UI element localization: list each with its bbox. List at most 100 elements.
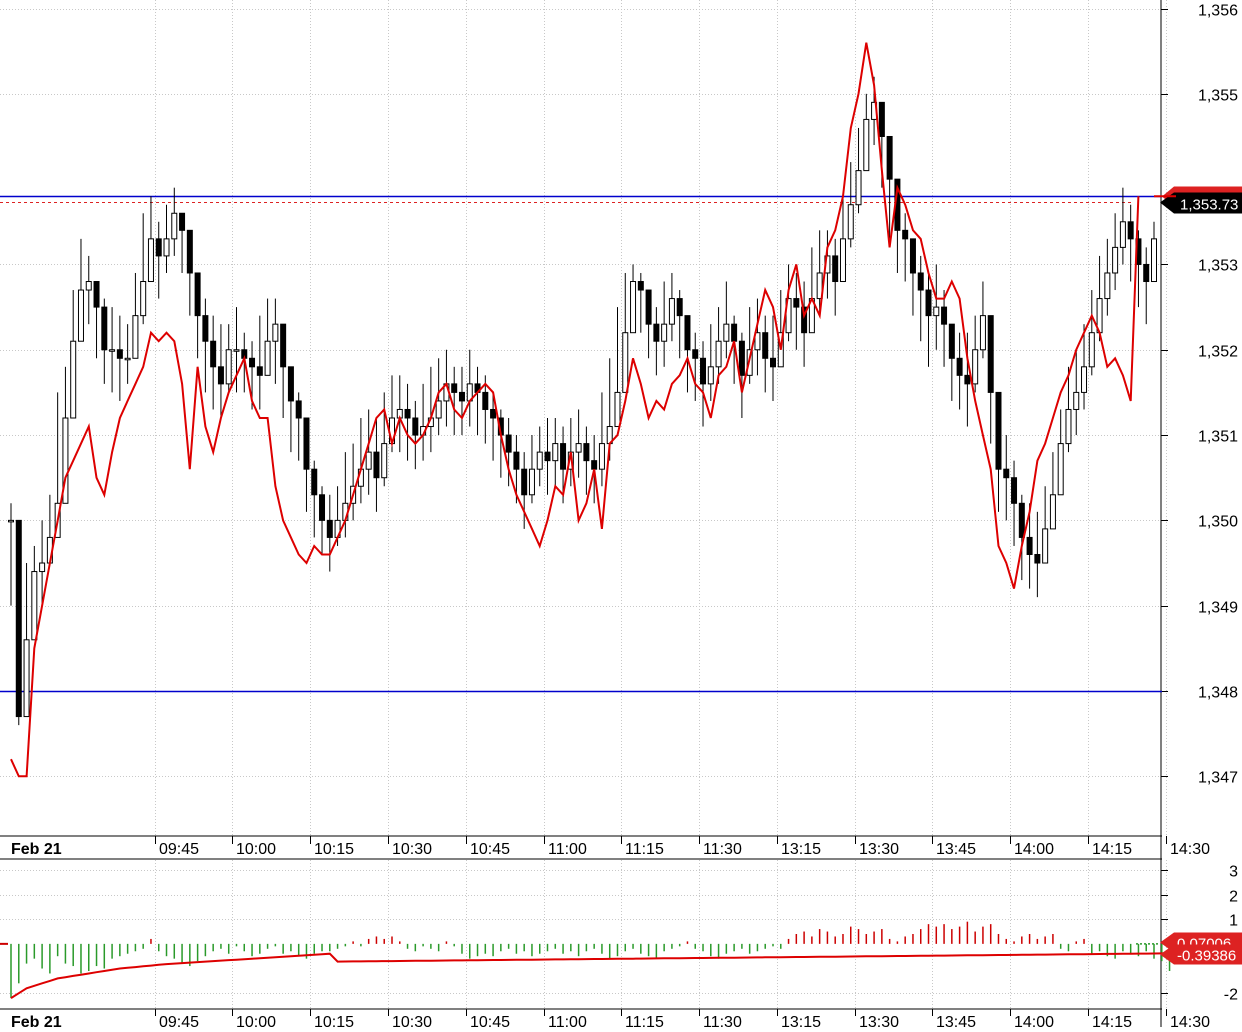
lower-y-tick-label: 3 [1229,864,1238,881]
candle-body [194,272,201,317]
last-price-tag-arrow [1160,192,1174,214]
lower-x-tick-label: 11:30 [703,1014,742,1027]
candle-body [933,306,940,317]
candle-body [93,281,100,308]
candle-body [1034,553,1041,564]
candle-body [1042,528,1049,564]
oscillator-value-tag [1174,944,1242,965]
candle-body [598,443,605,470]
main-y-tick-label: 1,351 [1198,429,1238,446]
lower-x-tick-label: 11:00 [548,1014,587,1027]
main-y-tick-label: 1,347 [1198,770,1238,787]
lower-x-tick-label: 13:30 [859,1014,899,1027]
candle-body [210,340,217,368]
candle-body [101,306,108,351]
candle-body [583,443,590,462]
candle-body [536,451,543,470]
candle-body [233,349,240,352]
lower-y-tick-label: -2 [1224,987,1238,1004]
main-x-tick-label: 13:45 [936,841,976,858]
candle-body [140,281,147,317]
candle-body [1026,536,1033,555]
candle-body [707,366,714,385]
candle-body [544,451,551,462]
candle-body [435,400,442,419]
main-x-tick-label: 14:00 [1014,841,1054,858]
candle-body [653,323,660,342]
main-y-tick-label: 1,356 [1198,3,1238,20]
candle-body [39,562,46,573]
main-x-tick-label: Feb 21 [11,841,62,858]
candle-body [1057,443,1064,496]
candle-body [186,229,193,274]
candle-body [645,289,652,325]
candle-body [886,135,893,180]
candle-body [917,272,924,291]
lower-x-tick-label: 11:15 [625,1014,664,1027]
candle-body [956,357,963,376]
candle-body [941,306,948,325]
candle-body [326,519,333,538]
candle-body [124,357,131,361]
lower-y-tick-label: 1 [1229,913,1238,930]
candle-body [132,315,139,359]
candle-body [754,332,761,351]
lower-x-tick-label: 13:15 [781,1014,821,1027]
candle-body [505,434,512,453]
candle-body [451,383,458,393]
candle-body [668,298,675,325]
candle-body [731,323,738,342]
candle-body [264,340,271,376]
candle-body [179,212,186,231]
candle-body [381,443,388,479]
candle-body [637,281,644,291]
candle-body [272,323,279,342]
price-line-series [10,42,1140,778]
lower-x-tick-label: 10:00 [236,1014,276,1027]
candle-body [878,101,885,137]
candle-body [614,391,621,428]
candle-body [404,408,411,419]
lower-x-tick-label: 10:45 [470,1014,510,1027]
candle-body [513,451,520,470]
candle-body [163,238,170,257]
lower-x-tick-label: Feb 21 [11,1014,62,1027]
candle-body [225,349,232,385]
candle-body [715,340,722,368]
main-x-tick-label: 11:00 [548,841,587,858]
candle-body [373,451,380,479]
candle-body [738,340,745,376]
lower-y-tick-label: 2 [1229,889,1238,906]
candle-body [23,639,30,718]
candle-body [62,417,69,504]
oscillator-signal-line [10,952,1178,999]
candle-body [964,374,971,385]
candle-body [31,571,38,641]
main-x-tick-label: 10:15 [314,841,354,858]
lower-x-tick-label: 10:30 [392,1014,432,1027]
candle-body [15,519,22,718]
candle-body [521,468,528,496]
lower-x-tick-label: 13:45 [936,1014,976,1027]
main-x-tick-label: 10:00 [236,841,276,858]
candle-body [972,349,979,385]
candle-body [684,315,691,351]
candle-body [116,349,123,359]
candle-body [987,315,994,393]
candle-body [591,460,598,470]
lower-x-tick-label: 14:30 [1170,1014,1210,1027]
candle-body [948,323,955,359]
candle-body [700,357,707,385]
lower-x-tick-label: 09:45 [159,1014,199,1027]
candle-body [909,238,916,274]
main-x-tick-label: 14:15 [1092,841,1132,858]
candle-body [995,391,1002,470]
main-x-tick-label: 10:45 [470,841,510,858]
lower-x-tick-label: 14:15 [1092,1014,1132,1027]
candle-body [287,366,294,402]
main-y-tick-label: 1,348 [1198,685,1238,702]
main-x-tick-label: 14:30 [1170,841,1210,858]
candle-body [1151,238,1157,283]
candle-body [1065,408,1072,445]
